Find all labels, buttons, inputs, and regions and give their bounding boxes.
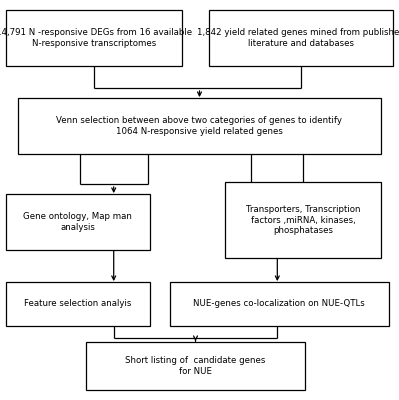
Text: Short listing of  candidate genes
for NUE: Short listing of candidate genes for NUE <box>125 356 266 376</box>
Text: NUE-genes co-localization on NUE-QTLs: NUE-genes co-localization on NUE-QTLs <box>194 300 365 308</box>
Text: Venn selection between above two categories of genes to identify
1064 N-responsi: Venn selection between above two categor… <box>57 116 342 136</box>
FancyBboxPatch shape <box>6 194 150 250</box>
FancyBboxPatch shape <box>18 98 381 154</box>
Text: Gene ontology, Map man
analysis: Gene ontology, Map man analysis <box>24 212 132 232</box>
FancyBboxPatch shape <box>225 182 381 258</box>
Text: 1,842 yield related genes mined from published
literature and databases: 1,842 yield related genes mined from pub… <box>198 28 399 48</box>
FancyBboxPatch shape <box>86 342 305 390</box>
FancyBboxPatch shape <box>6 282 150 326</box>
Text: Feature selection analyis: Feature selection analyis <box>24 300 132 308</box>
FancyBboxPatch shape <box>209 10 393 66</box>
FancyBboxPatch shape <box>6 10 182 66</box>
FancyBboxPatch shape <box>170 282 389 326</box>
Text: Transporters, Transcription
factors ,miRNA, kinases,
phosphatases: Transporters, Transcription factors ,miR… <box>246 205 360 235</box>
Text: 14,791 N -responsive DEGs from 16 available
N-responsive transcriptomes: 14,791 N -responsive DEGs from 16 availa… <box>0 28 192 48</box>
